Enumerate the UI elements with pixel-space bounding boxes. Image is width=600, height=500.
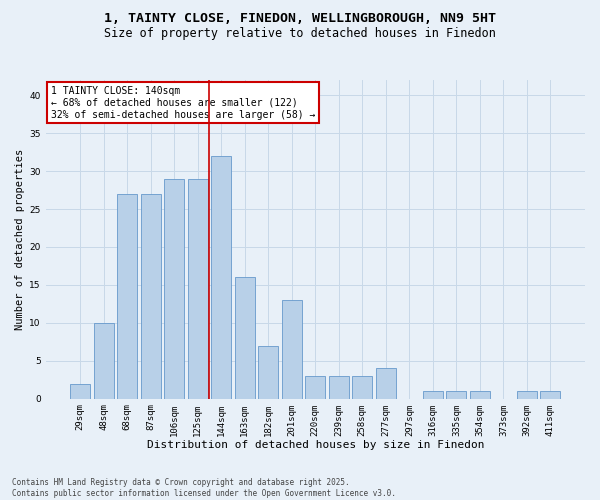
Bar: [258, 346, 278, 399]
Bar: [352, 376, 373, 398]
Text: 1 TAINTY CLOSE: 140sqm
← 68% of detached houses are smaller (122)
32% of semi-de: 1 TAINTY CLOSE: 140sqm ← 68% of detached…: [51, 86, 315, 120]
Bar: [470, 391, 490, 398]
Bar: [329, 376, 349, 398]
Bar: [423, 391, 443, 398]
Text: 1, TAINTY CLOSE, FINEDON, WELLINGBOROUGH, NN9 5HT: 1, TAINTY CLOSE, FINEDON, WELLINGBOROUGH…: [104, 12, 496, 26]
X-axis label: Distribution of detached houses by size in Finedon: Distribution of detached houses by size …: [146, 440, 484, 450]
Bar: [541, 391, 560, 398]
Text: Size of property relative to detached houses in Finedon: Size of property relative to detached ho…: [104, 28, 496, 40]
Bar: [70, 384, 90, 398]
Bar: [517, 391, 537, 398]
Bar: [235, 278, 254, 398]
Bar: [188, 178, 208, 398]
Bar: [164, 178, 184, 398]
Bar: [376, 368, 396, 398]
Bar: [305, 376, 325, 398]
Bar: [446, 391, 466, 398]
Y-axis label: Number of detached properties: Number of detached properties: [15, 148, 25, 330]
Bar: [282, 300, 302, 398]
Bar: [94, 323, 113, 398]
Bar: [140, 194, 161, 398]
Bar: [211, 156, 231, 398]
Bar: [117, 194, 137, 398]
Text: Contains HM Land Registry data © Crown copyright and database right 2025.
Contai: Contains HM Land Registry data © Crown c…: [12, 478, 396, 498]
